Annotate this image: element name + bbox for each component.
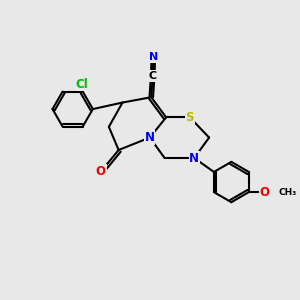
Text: S: S xyxy=(186,111,194,124)
Text: O: O xyxy=(96,165,106,178)
Text: N: N xyxy=(189,152,199,164)
Text: C: C xyxy=(149,71,157,81)
Text: N: N xyxy=(145,131,155,144)
Text: N: N xyxy=(149,52,158,62)
Text: Cl: Cl xyxy=(76,78,88,91)
Text: CH₃: CH₃ xyxy=(278,188,297,196)
Text: O: O xyxy=(259,186,269,199)
